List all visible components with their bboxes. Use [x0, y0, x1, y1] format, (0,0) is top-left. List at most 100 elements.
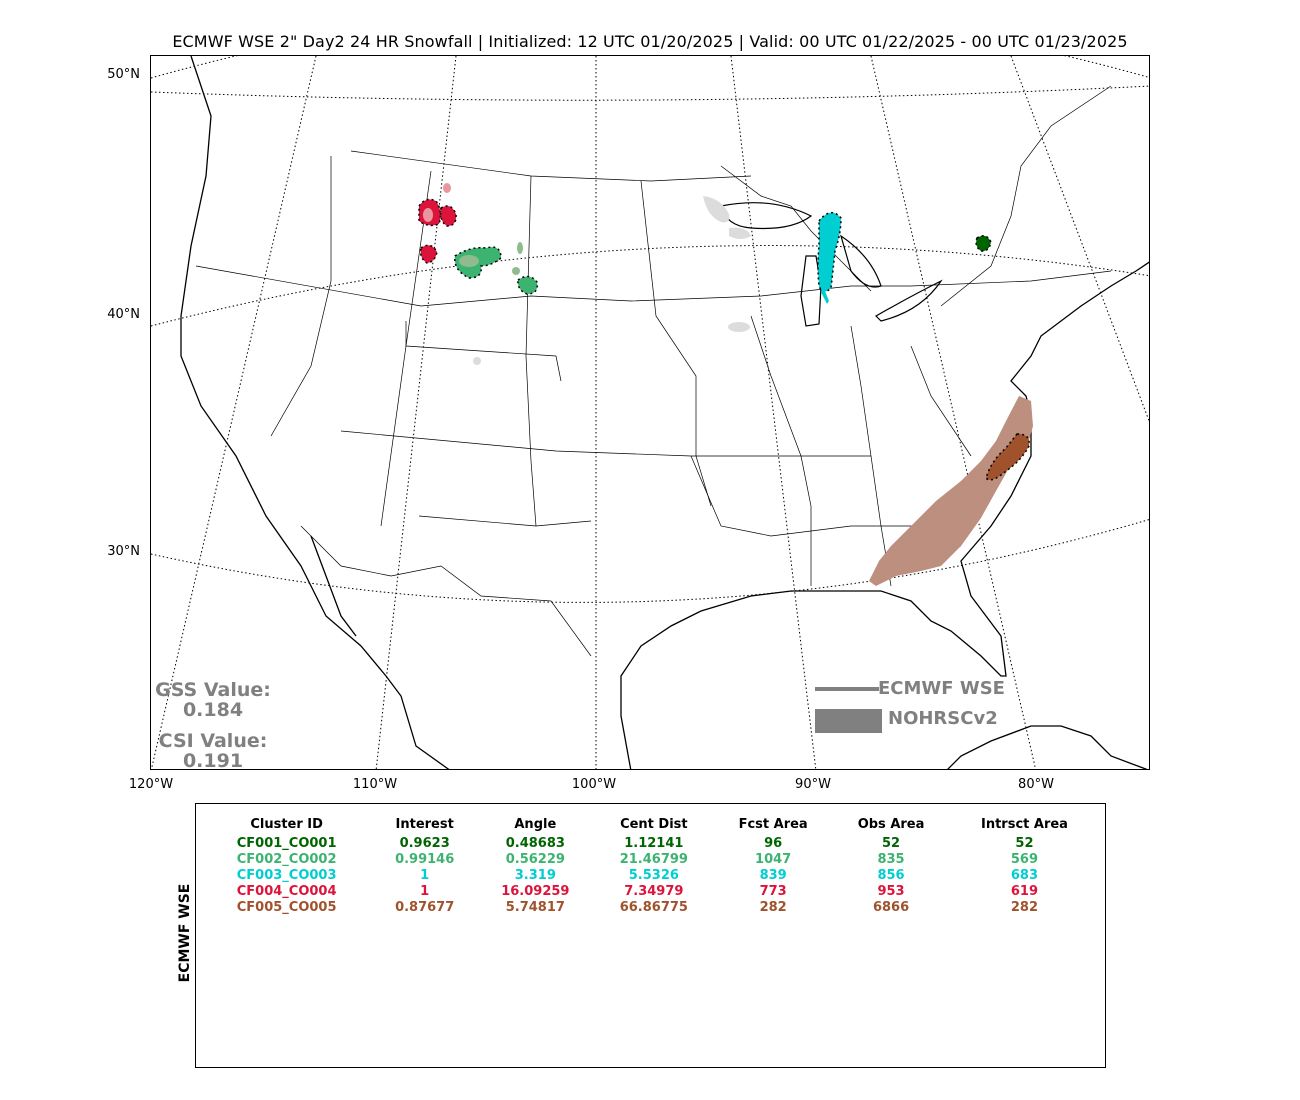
csi-label: CSI Value: [158, 730, 268, 752]
cell-interest: 1 [420, 883, 430, 899]
table-row: CF003_CO003 1 3.319 5.5326 839 856 683 [200, 867, 1100, 883]
meridian-110w [375, 56, 457, 769]
cluster-cf002-observed-c [512, 267, 520, 275]
state-borders [195, 85, 1112, 657]
border-line-7 [380, 170, 432, 527]
table-side-label: ECMWF WSE [177, 883, 193, 983]
border-line-1 [195, 265, 1112, 307]
cluster-cf004-observed-a [423, 208, 433, 222]
cell-intrsct-area: 282 [1010, 899, 1039, 915]
table-row: CF004_CO004 1 16.09259 7.34979 773 953 6… [200, 883, 1100, 899]
canada-border-east [720, 165, 872, 292]
cell-interest: 0.9623 [399, 835, 450, 851]
cluster-cf005-forecast [985, 433, 1030, 481]
border-line-11 [850, 325, 892, 587]
lon-label-110w: 110°W [352, 777, 398, 792]
lake-erie [875, 279, 943, 322]
header-fcst-area: Fcst Area [738, 816, 808, 832]
cell-intrsct-area: 683 [1010, 867, 1039, 883]
parallel-47n [151, 85, 1149, 101]
cluster-cf003-observed [821, 286, 829, 304]
header-cluster-id: Cluster ID [250, 816, 323, 832]
legend-forecast-label: ECMWF WSE [878, 678, 1005, 699]
gss-label: GSS Value: [155, 679, 271, 701]
border-line-3 [405, 321, 562, 382]
cluster-stats-table: Cluster ID Interest Angle Cent Dist Fcst… [200, 815, 1100, 915]
cell-cluster-id: CF001_CO001 [236, 835, 337, 851]
header-intrsct-area: Intrsct Area [980, 816, 1068, 832]
meridian-120w [151, 56, 317, 769]
cluster-table-panel [195, 803, 1106, 1068]
lake-superior [720, 202, 813, 230]
cell-interest: 1 [420, 867, 430, 883]
cell-angle: 0.56229 [505, 851, 565, 867]
mexico-border [300, 525, 592, 657]
cell-fcst-area: 96 [764, 835, 783, 851]
map-canvas [151, 56, 1149, 769]
west-coast [180, 56, 450, 769]
st-lawrence [940, 85, 1112, 307]
border-line-6 [270, 156, 332, 437]
legend-forecast-swatch [815, 687, 879, 691]
header-obs-area: Obs Area [857, 816, 925, 832]
border-line-5 [418, 515, 592, 527]
unmatched-observed-areas [473, 196, 751, 365]
cluster-cf004 [418, 183, 457, 264]
cell-cent-dist: 5.5326 [628, 867, 679, 883]
cell-fcst-area: 773 [759, 883, 787, 899]
cell-angle: 0.48683 [505, 835, 565, 851]
parallel-30n [151, 519, 1149, 603]
border-line-4 [340, 430, 871, 457]
table-row: CF005_CO005 0.87677 5.74817 66.86775 282… [200, 899, 1100, 915]
table-row: CF001_CO001 0.9623 0.48683 1.12141 96 52… [200, 835, 1100, 851]
cell-cent-dist: 7.34979 [624, 883, 684, 899]
meridian-90w [730, 56, 817, 769]
cell-fcst-area: 839 [759, 867, 787, 883]
header-cent-dist: Cent Dist [620, 816, 688, 832]
unmatched-obs-area [729, 227, 751, 239]
graticule-parallels [151, 56, 1149, 603]
cell-cluster-id: CF005_CO005 [236, 899, 337, 915]
baja-peninsula [310, 535, 357, 637]
border-line-9 [640, 180, 712, 507]
cell-fcst-area: 1047 [755, 851, 792, 867]
coastlines [180, 56, 1149, 769]
legend-observed-label: NOHRSCv2 [888, 708, 998, 729]
cell-interest: 0.87677 [395, 899, 455, 915]
lon-label-90w: 90°W [795, 777, 831, 792]
legend-observed-swatch [815, 709, 882, 733]
lat-label-50n: 50°N [107, 67, 140, 82]
cell-obs-area: 953 [877, 883, 905, 899]
cuba [947, 725, 1148, 769]
unmatched-obs-area [703, 196, 730, 223]
cell-interest: 0.99146 [395, 851, 455, 867]
cell-cluster-id: CF004_CO004 [236, 883, 337, 899]
cell-angle: 3.319 [514, 867, 556, 883]
cluster-cf003 [817, 212, 842, 304]
lake-michigan [800, 255, 822, 327]
gss-value: 0.184 [182, 699, 244, 721]
lake-huron [839, 234, 882, 288]
cell-intrsct-area: 619 [1010, 883, 1039, 899]
cluster-cf004-observed [443, 183, 451, 193]
parallel-40n [151, 245, 1149, 327]
cell-fcst-area: 282 [759, 899, 787, 915]
border-line-2 [350, 150, 752, 182]
table-row: CF002_CO002 0.99146 0.56229 21.46799 104… [200, 851, 1100, 867]
cluster-cf004-forecast-b [439, 205, 457, 227]
cell-angle: 5.74817 [505, 899, 565, 915]
cell-intrsct-area: 569 [1010, 851, 1039, 867]
parallel-50n [151, 56, 1149, 79]
cluster-cf004-forecast-c [419, 244, 438, 264]
cell-obs-area: 52 [882, 835, 901, 851]
great-lakes [720, 202, 943, 327]
cell-obs-area: 856 [877, 867, 905, 883]
gulf-and-east-coast [620, 261, 1149, 769]
cluster-cf002 [454, 242, 539, 295]
cell-cent-dist: 66.86775 [619, 899, 688, 915]
cell-cluster-id: CF002_CO002 [236, 851, 337, 867]
lon-label-80w: 80°W [1018, 777, 1054, 792]
cluster-cf002-forecast-b [517, 275, 539, 295]
lat-label-30n: 30°N [107, 544, 140, 559]
header-angle: Angle [514, 816, 557, 832]
